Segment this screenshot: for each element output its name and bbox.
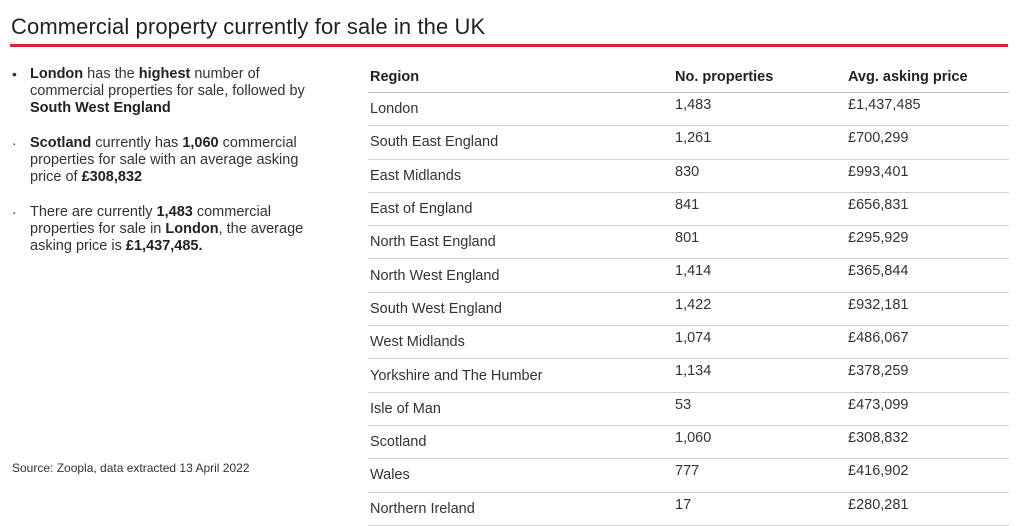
cell-region: Northern Ireland <box>368 492 673 526</box>
cell-no-properties: 17 <box>673 492 846 526</box>
page-title: Commercial property currently for sale i… <box>11 14 486 39</box>
cell-avg-asking-price: £473,099 <box>846 392 1009 426</box>
cell-no-properties: 801 <box>673 225 846 260</box>
cell-region: South West England <box>368 292 673 327</box>
bullet-icon: · <box>12 204 17 220</box>
table-row: South East England 1,261 £700,299 <box>368 125 1009 160</box>
cell-no-properties: 830 <box>673 159 846 193</box>
body-text: , the average asking price is <box>30 221 304 254</box>
cell-avg-asking-price: £308,832 <box>846 425 1009 460</box>
table-row: London 1,483 £1,437,485 <box>368 92 1009 127</box>
emphasis-text: £1,437,485. <box>125 238 203 254</box>
emphasis-text: 1,483 <box>156 204 193 220</box>
header-region: Region <box>368 64 673 93</box>
cell-no-properties: 1,074 <box>673 325 846 360</box>
key-point: • London has the highest number of comme… <box>12 66 312 117</box>
cell-region: Wales <box>368 458 673 493</box>
source-note: Source: Zoopla, data extracted 13 April … <box>12 461 250 475</box>
cell-avg-asking-price: £365,844 <box>846 258 1009 293</box>
table-row: North East England 801 £295,929 <box>368 225 1009 260</box>
emphasis-text: South West England <box>30 100 171 116</box>
cell-no-properties: 1,261 <box>673 125 846 160</box>
cell-avg-asking-price: £700,299 <box>846 125 1009 160</box>
body-text: currently has <box>91 135 183 151</box>
emphasis-text: 1,060 <box>182 135 219 151</box>
region-table: Region No. properties Avg. asking price … <box>368 64 1009 526</box>
emphasis-text: £308,832 <box>81 169 143 185</box>
emphasis-text: London <box>165 221 219 237</box>
emphasis-text: Scotland <box>30 135 92 151</box>
table-row: East of England 841 £656,831 <box>368 192 1009 227</box>
key-points-list: • London has the highest number of comme… <box>12 66 312 273</box>
cell-no-properties: 53 <box>673 392 846 426</box>
body-text: commercial properties for sale with an a… <box>30 135 299 185</box>
cell-region: West Midlands <box>368 325 673 360</box>
table-row: North West England 1,414 £365,844 <box>368 258 1009 293</box>
body-text: There are currently <box>30 204 157 220</box>
cell-avg-asking-price: £280,281 <box>846 492 1009 526</box>
cell-no-properties: 1,483 <box>673 92 846 127</box>
cell-avg-asking-price: £656,831 <box>846 192 1009 227</box>
bullet-icon: · <box>12 135 17 151</box>
cell-avg-asking-price: £993,401 <box>846 159 1009 193</box>
header-no-properties: No. properties <box>673 64 846 93</box>
cell-region: North West England <box>368 258 673 293</box>
emphasis-text: London <box>30 66 84 82</box>
cell-no-properties: 841 <box>673 192 846 227</box>
table-row: Scotland 1,060 £308,832 <box>368 425 1009 460</box>
cell-region: Scotland <box>368 425 673 460</box>
key-point: · Scotland currently has 1,060 commercia… <box>12 135 312 186</box>
key-point-text: Scotland currently has 1,060 commercial … <box>30 135 298 185</box>
table-header-row: Region No. properties Avg. asking price <box>368 64 1009 93</box>
table-row: Yorkshire and The Humber 1,134 £378,259 <box>368 358 1009 393</box>
body-text: commercial properties for sale in <box>30 204 271 237</box>
cell-avg-asking-price: £1,437,485 <box>846 92 1009 127</box>
table-row: West Midlands 1,074 £486,067 <box>368 325 1009 360</box>
cell-avg-asking-price: £486,067 <box>846 325 1009 360</box>
cell-region: Yorkshire and The Humber <box>368 358 673 393</box>
cell-region: East of England <box>368 192 673 227</box>
cell-region: South East England <box>368 125 673 160</box>
cell-region: Isle of Man <box>368 392 673 426</box>
cell-region: London <box>368 92 673 127</box>
table-row: South West England 1,422 £932,181 <box>368 292 1009 327</box>
cell-avg-asking-price: £932,181 <box>846 292 1009 327</box>
cell-avg-asking-price: £295,929 <box>846 225 1009 260</box>
cell-no-properties: 1,134 <box>673 358 846 393</box>
table-row: East Midlands 830 £993,401 <box>368 159 1009 193</box>
body-text: number of commercial properties for sale… <box>30 66 305 99</box>
title-divider <box>10 44 1008 47</box>
cell-no-properties: 1,414 <box>673 258 846 293</box>
cell-region: North East England <box>368 225 673 260</box>
table-row: Isle of Man 53 £473,099 <box>368 392 1009 426</box>
key-point: · There are currently 1,483 commercial p… <box>12 204 312 255</box>
cell-no-properties: 777 <box>673 458 846 493</box>
cell-avg-asking-price: £378,259 <box>846 358 1009 393</box>
cell-avg-asking-price: £416,902 <box>846 458 1009 493</box>
cell-no-properties: 1,422 <box>673 292 846 327</box>
bullet-icon: • <box>12 66 17 82</box>
table-row: Wales 777 £416,902 <box>368 458 1009 493</box>
table-row: Northern Ireland 17 £280,281 <box>368 492 1009 526</box>
cell-region: East Midlands <box>368 159 673 193</box>
body-text: has the <box>83 66 139 82</box>
cell-no-properties: 1,060 <box>673 425 846 460</box>
emphasis-text: highest <box>138 66 191 82</box>
key-point-text: There are currently 1,483 commercial pro… <box>30 204 303 254</box>
key-point-text: London has the highest number of commerc… <box>30 66 305 116</box>
header-avg-asking-price: Avg. asking price <box>846 64 1009 93</box>
